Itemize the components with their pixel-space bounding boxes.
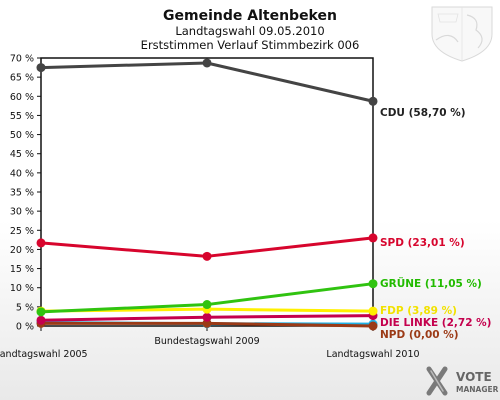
plot-area bbox=[40, 57, 374, 327]
data-point-spd bbox=[368, 233, 378, 243]
data-point-grüne bbox=[36, 307, 46, 317]
y-tick-label: 60 % bbox=[10, 92, 34, 103]
series-label-npd: NPD (0,00 %) bbox=[380, 329, 459, 341]
y-tick-label: 70 % bbox=[10, 54, 34, 65]
y-tick-label: 0 % bbox=[16, 322, 34, 333]
data-point-spd bbox=[36, 238, 46, 248]
y-tick-label: 10 % bbox=[10, 283, 34, 294]
data-point-cdu bbox=[202, 58, 212, 68]
chart-subtitle-1: Landtagswahl 09.05.2010 bbox=[175, 24, 324, 38]
series-label-spd: SPD (23,01 %) bbox=[380, 237, 465, 249]
data-point-spd bbox=[202, 251, 212, 261]
y-axis: 0 % 5 % 10 % 15 % 20 % 25 % 30 % 35 % 40 % 45 % 50… bbox=[10, 54, 41, 333]
y-tick-label: 5 % bbox=[16, 302, 34, 313]
chart-title: Gemeinde Altenbeken bbox=[163, 8, 337, 24]
y-tick-label: 65 % bbox=[10, 73, 34, 84]
data-point-grüne bbox=[368, 279, 378, 289]
y-tick-label: 50 % bbox=[10, 130, 34, 141]
y-tick-label: 20 % bbox=[10, 245, 34, 256]
y-tick-label: 45 % bbox=[10, 149, 34, 160]
x-tick-label: Landtagswahl 2010 bbox=[326, 349, 419, 360]
series-label-grüne: GRÜNE (11,05 %) bbox=[380, 276, 482, 290]
y-tick-label: 55 % bbox=[10, 111, 34, 122]
x-mark-icon bbox=[426, 366, 448, 396]
series-label-fdp: FDP (3,89 %) bbox=[380, 305, 457, 317]
y-tick-label: 30 % bbox=[10, 207, 34, 218]
data-point-cdu bbox=[368, 96, 378, 106]
y-tick-label: 35 % bbox=[10, 188, 34, 199]
series-lines bbox=[36, 58, 378, 331]
logo-text-vote: VOTE bbox=[456, 370, 492, 384]
x-tick-label: Bundestagswahl 2009 bbox=[154, 336, 259, 347]
data-point-grüne bbox=[202, 300, 212, 310]
data-point-fdp bbox=[368, 306, 378, 316]
votemanager-logo: VOTE MANAGER bbox=[426, 366, 499, 396]
x-axis: Landtagswahl 2005 Bundestagswahl 2009 Land… bbox=[0, 326, 420, 360]
series-label-cdu: CDU (58,70 %) bbox=[380, 107, 466, 119]
logo-text-manager: MANAGER bbox=[456, 385, 499, 394]
x-tick-label: Landtagswahl 2005 bbox=[0, 349, 88, 360]
y-tick-label: 40 % bbox=[10, 168, 34, 179]
series-label-die-linke: DIE LINKE (2,72 %) bbox=[380, 317, 491, 329]
data-point-npd bbox=[368, 321, 378, 331]
data-point-cdu bbox=[36, 63, 46, 73]
chart-subtitle-2: Erststimmen Verlauf Stimmbezirk 006 bbox=[141, 38, 360, 52]
series-labels: CDU (58,70 %) SPD (23,01 %) GRÜNE (11,05 %… bbox=[380, 107, 491, 341]
data-point-die-linke bbox=[36, 315, 46, 325]
coat-of-arms-emblem bbox=[431, 6, 493, 62]
y-tick-label: 25 % bbox=[10, 226, 34, 237]
data-point-die-linke bbox=[202, 312, 212, 322]
y-tick-label: 15 % bbox=[10, 264, 34, 275]
